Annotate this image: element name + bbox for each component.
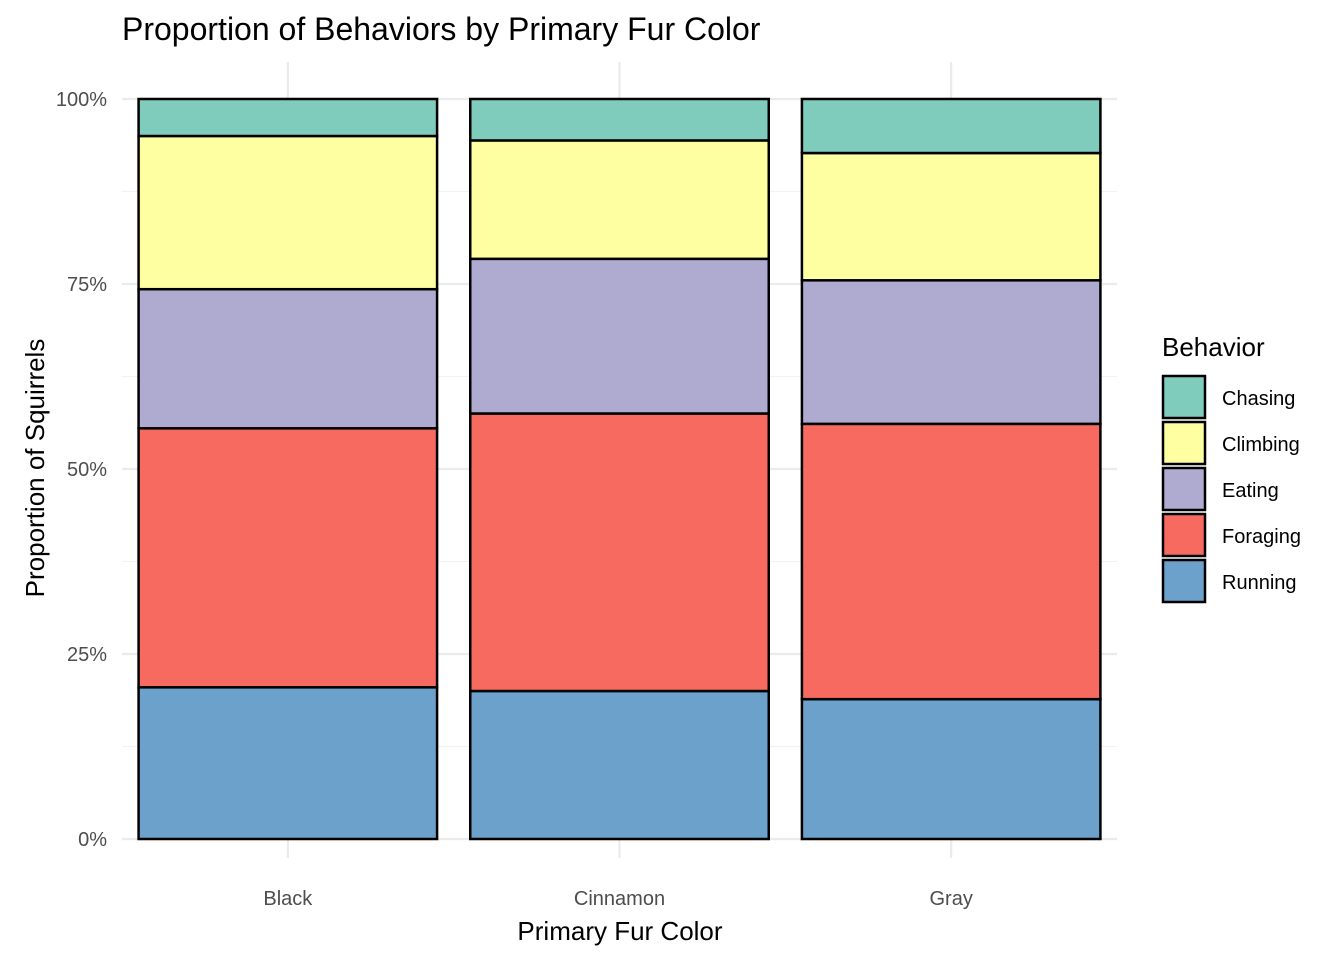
legend-key-foraging (1161, 512, 1207, 558)
legend-label-climbing: Climbing (1222, 434, 1300, 456)
bar-black-running (137, 686, 439, 841)
bars (137, 97, 1102, 841)
bar-black-chasing (137, 97, 439, 138)
y-tick-label: 100% (56, 89, 107, 111)
x-tick-label: Cinnamon (574, 888, 665, 910)
x-axis-title: Primary Fur Color (517, 916, 722, 946)
legend-key-chasing (1161, 374, 1207, 420)
legend-title: Behavior (1162, 332, 1265, 362)
bar-black-climbing (137, 134, 439, 291)
y-tick-label: 50% (67, 459, 107, 481)
bar-black-eating (137, 287, 439, 430)
legend-label-running: Running (1222, 572, 1297, 594)
x-axis-ticks: Black Cinnamon Gray (263, 888, 972, 910)
bar-gray-foraging (800, 422, 1102, 701)
legend: Behavior Chasing Climbing Eating Foraging Ru… (1161, 332, 1301, 604)
y-tick-label: 75% (67, 274, 107, 296)
x-tick-label: Black (263, 888, 313, 910)
bar-gray-chasing (800, 97, 1102, 155)
y-tick-label: 25% (67, 644, 107, 666)
legend-key-running (1161, 558, 1207, 604)
bar-gray-eating (800, 279, 1102, 426)
bar-black-foraging (137, 427, 439, 689)
x-tick-label: Gray (929, 888, 972, 910)
legend-label-eating: Eating (1222, 480, 1279, 502)
y-tick-label: 0% (78, 829, 107, 851)
bar-cinnamon-eating (469, 257, 770, 415)
bar-cinnamon-climbing (469, 139, 770, 261)
bar-cinnamon-foraging (469, 412, 770, 693)
y-axis-title: Proportion of Squirrels (20, 339, 50, 598)
legend-label-chasing: Chasing (1222, 388, 1295, 410)
y-axis-ticks: 0% 25% 50% 75% 100% (56, 89, 107, 851)
bar-cinnamon-chasing (469, 97, 770, 142)
bar-gray-running (800, 697, 1102, 841)
legend-key-eating (1161, 466, 1207, 512)
bar-cinnamon-running (469, 689, 770, 841)
bar-gray-climbing (800, 151, 1102, 282)
chart-title: Proportion of Behaviors by Primary Fur C… (122, 11, 761, 47)
legend-key-climbing (1161, 420, 1207, 466)
legend-label-foraging: Foraging (1222, 526, 1301, 548)
